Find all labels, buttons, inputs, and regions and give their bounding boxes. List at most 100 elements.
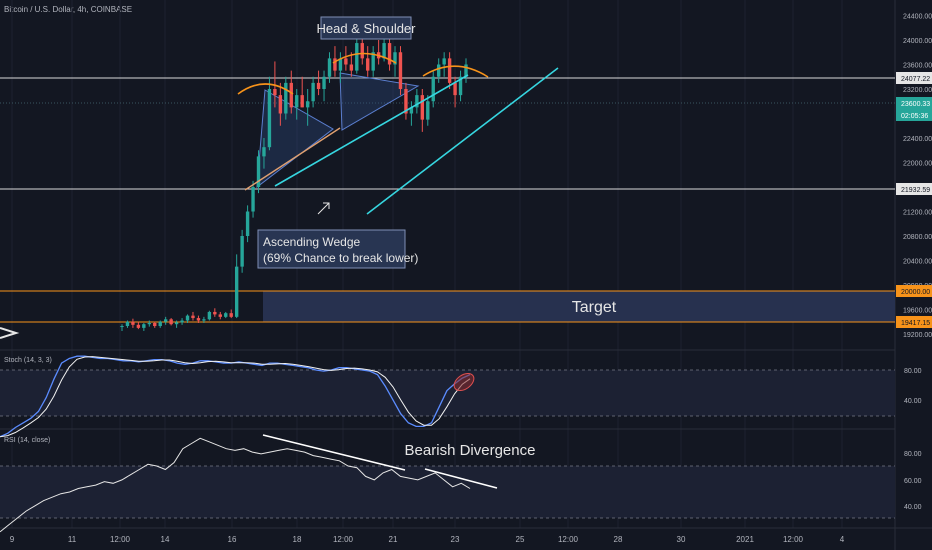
candle-body (366, 58, 370, 71)
time-tick-label: 14 (161, 535, 170, 544)
candle-body (327, 58, 332, 77)
time-tick-label: 12:00 (333, 535, 354, 544)
candle-body (185, 315, 190, 321)
head-shoulder-label: Head & Shoulder (316, 21, 416, 36)
candle-body (218, 314, 222, 317)
candle-body (284, 82, 288, 114)
price-label-text: 24077.22 (901, 76, 930, 83)
candle-body (262, 147, 266, 157)
right-shoulder-arc[interactable] (422, 65, 489, 78)
candle-body (437, 64, 441, 77)
target-zone[interactable] (263, 291, 895, 322)
candle-body (267, 89, 272, 148)
price-labels: 24077.22 23600.33 02:05:36 21932.59 20000.00… (896, 72, 932, 328)
candle-body (131, 321, 135, 325)
time-tick-label: 28 (614, 535, 623, 544)
divergence-line-2[interactable] (424, 468, 498, 489)
head-shoulder-label-box[interactable] (320, 16, 412, 40)
wedge-label-line2: (69% Chance to break lower) (263, 251, 418, 265)
candle-body (240, 236, 244, 267)
divergence-line-1[interactable] (262, 434, 406, 471)
time-tick-label: 30 (677, 535, 686, 544)
candle-body (273, 89, 277, 96)
stoch-tick-label: 80.00 (904, 368, 922, 375)
rsi-tick-label: 60.00 (904, 478, 922, 485)
price-label-text: 19417.15 (901, 320, 930, 327)
left-shoulder-arc[interactable] (237, 83, 294, 95)
price-label-badge (896, 109, 932, 121)
time-tick-label: 12:00 (783, 535, 804, 544)
price-label-badge (896, 285, 932, 297)
candles (120, 30, 468, 331)
price-tick-label: 19600.00 (903, 308, 932, 315)
candle-body (333, 58, 337, 71)
price-tick-label: 20800.00 (903, 234, 932, 241)
candle-body (338, 58, 343, 71)
wedge-label-line1: Ascending Wedge (263, 235, 361, 249)
time-axis[interactable]: 9 11 12:00 14 16 18 12:00 21 23 25 12:00 28 30 2021 12… (10, 535, 845, 544)
candle-body (431, 76, 435, 102)
price-label-badge (896, 183, 932, 195)
stoch-highlight-ellipse[interactable] (451, 370, 477, 394)
stoch-title: Stoch (14, 3, 3) (4, 357, 52, 364)
candle-body (426, 101, 430, 120)
candle-body (207, 311, 212, 320)
price-tick-label: 23600.00 (903, 63, 932, 70)
divergence-label: Bearish Divergence (405, 442, 536, 459)
candle-body (322, 76, 326, 89)
time-tick-label: 23 (451, 535, 460, 544)
price-label-badge (896, 97, 932, 109)
candle-body (420, 95, 425, 120)
candle-body (278, 95, 283, 114)
head-triangle[interactable] (339, 72, 420, 131)
candle-body (349, 64, 354, 71)
candle-body (409, 107, 414, 114)
time-tick-label: 12:00 (558, 535, 579, 544)
head-arc[interactable] (332, 52, 397, 64)
candle-body (251, 187, 255, 212)
price-tick-label: 24000.00 (903, 38, 932, 45)
candle-body (300, 95, 304, 108)
time-tick-label: 4 (840, 535, 845, 544)
candle-body (229, 313, 233, 317)
candle-body (305, 101, 310, 108)
stoch-axis: 80.00 40.00 (904, 368, 922, 405)
candle-body (447, 58, 452, 83)
stoch-d-line[interactable] (0, 356, 471, 438)
price-tick-label: 22000.00 (903, 161, 932, 168)
candle-body (256, 156, 261, 187)
rsi-axis: 80.00 60.00 40.00 (904, 451, 922, 511)
candle-body (245, 211, 250, 236)
price-label-text: 02:05:36 (901, 113, 928, 120)
price-tick-label: 22400.00 (903, 136, 932, 143)
stoch-band (0, 370, 895, 416)
candle-body (387, 43, 392, 65)
candle-body (153, 322, 157, 327)
candle-body (202, 319, 206, 321)
candle-body (234, 266, 239, 317)
price-label-badge (896, 72, 932, 84)
candle-body (453, 82, 457, 96)
arrow-icon[interactable] (317, 202, 330, 215)
neckline[interactable] (244, 127, 341, 191)
candle-body (355, 43, 359, 71)
candle-body (398, 52, 403, 89)
price-label-badge (896, 316, 932, 328)
candle-body (180, 320, 184, 323)
candle-body (442, 58, 446, 65)
candle-body (120, 326, 124, 328)
price-label-text: 21932.59 (901, 187, 930, 194)
time-tick-label: 12:00 (110, 535, 131, 544)
rsi-tick-label: 40.00 (904, 504, 922, 511)
chevron-right-icon[interactable] (0, 327, 20, 339)
candle-body (289, 82, 293, 108)
chart-title: Bitcoin / U.S. Dollar, 4h, COINBASE (4, 5, 132, 14)
wedge-lower-line[interactable] (366, 67, 559, 215)
rsi-line[interactable] (0, 437, 471, 533)
wedge-label-box[interactable] (257, 229, 406, 269)
candle-body (169, 319, 173, 325)
wedge-upper-line[interactable] (274, 74, 469, 187)
rsi-title: RSI (14, close) (4, 437, 50, 444)
